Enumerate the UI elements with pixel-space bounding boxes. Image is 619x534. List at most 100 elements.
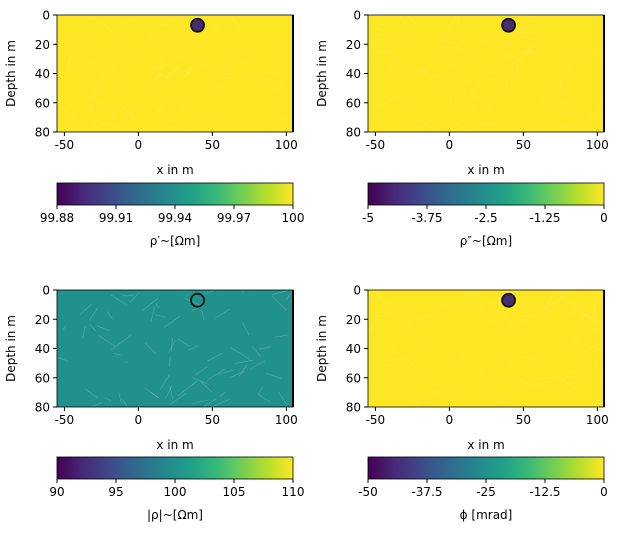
- x-tick-label: 0: [135, 413, 143, 427]
- mesh-edge: [58, 104, 76, 119]
- mesh-edge: [61, 50, 73, 57]
- mesh-edge: [123, 55, 141, 69]
- colorbar-tick-label: -25: [476, 485, 496, 499]
- mesh-edge: [378, 50, 395, 54]
- mesh-edge: [271, 290, 289, 295]
- colorbar-tick-label: 0: [600, 485, 608, 499]
- resistivity-field: [368, 15, 604, 132]
- mesh-edge: [144, 388, 159, 398]
- mesh-edge: [169, 392, 187, 405]
- mesh-edge: [477, 36, 490, 45]
- mesh-edge: [442, 34, 454, 45]
- mesh-edge: [104, 397, 111, 401]
- mesh-edge: [213, 73, 230, 79]
- mesh-edge: [408, 379, 419, 387]
- subplot-3: -50 0 50 100 0 20 40 60 80 x in m Depth in m 90 95 10…: [4, 284, 304, 523]
- y-tick-label: 20: [346, 313, 361, 327]
- mesh-edge: [373, 26, 388, 33]
- mesh-edge: [484, 77, 500, 82]
- mesh-edge: [511, 65, 514, 77]
- mesh-edge: [228, 370, 245, 379]
- mesh-edge: [210, 60, 222, 70]
- mesh-edge: [86, 100, 103, 109]
- mesh-edge: [568, 370, 583, 379]
- mesh-edge: [277, 81, 285, 87]
- mesh-edge: [473, 55, 480, 67]
- y-axis-label: Depth in m: [4, 40, 18, 107]
- mesh-edge: [187, 345, 199, 351]
- y-axis-label: Depth in m: [315, 40, 329, 107]
- mesh-edge: [250, 360, 266, 369]
- subplot-4: -50 0 50 100 0 20 40 60 80 x in m Depth in m -50 -37…: [315, 284, 609, 523]
- y-tick-label: 80: [35, 401, 50, 415]
- mesh-edge: [155, 303, 160, 308]
- colorbar-tick-label: 100: [164, 485, 187, 499]
- mesh-edge: [238, 364, 248, 377]
- mesh-edge: [398, 310, 411, 325]
- colorbar-label: ρ″~[Ωm]: [460, 234, 512, 248]
- mesh-edge: [453, 79, 473, 89]
- y-tick-label: 80: [346, 126, 361, 140]
- mesh-edge: [594, 302, 596, 315]
- mesh-edge: [595, 100, 605, 109]
- mesh-edge: [567, 102, 572, 116]
- mesh-edge: [230, 347, 250, 360]
- mesh-edge: [100, 122, 121, 128]
- colorbar: [56, 182, 294, 206]
- y-tick-label: 20: [35, 313, 50, 327]
- mesh-edge: [517, 48, 532, 62]
- mesh-edge: [192, 377, 210, 385]
- mesh-edge: [251, 346, 261, 357]
- mesh-edge: [107, 60, 116, 69]
- mesh-edge: [242, 289, 245, 293]
- y-tick-label: 60: [35, 371, 50, 385]
- mesh-edge: [368, 121, 375, 130]
- mesh-edge: [206, 368, 225, 381]
- colorbar: [367, 456, 605, 480]
- mesh-edge: [177, 338, 190, 347]
- mesh-edge: [580, 343, 600, 355]
- mesh-edge: [521, 314, 541, 317]
- y-tick-label: 20: [35, 38, 50, 52]
- mesh-edge: [495, 48, 513, 61]
- mesh-edge: [399, 16, 410, 28]
- mesh-edge: [145, 342, 156, 354]
- mesh-edge: [165, 125, 181, 129]
- mesh-edge: [90, 402, 102, 408]
- mesh-edge: [192, 399, 209, 405]
- mesh-edge: [158, 111, 161, 114]
- mesh-edge: [216, 85, 227, 91]
- mesh-edge: [169, 357, 171, 367]
- mesh-edge: [160, 23, 180, 26]
- mesh-edge: [246, 33, 254, 37]
- mesh-edge: [421, 69, 427, 82]
- mesh-edge: [370, 315, 379, 330]
- mesh-edge: [508, 31, 517, 39]
- mesh-edge: [415, 399, 420, 408]
- colorbar-tick-label: 99.97: [217, 211, 251, 225]
- mesh-edge: [150, 392, 160, 399]
- mesh-edge: [119, 31, 130, 43]
- mesh-edge: [407, 107, 412, 112]
- mesh-edge: [388, 298, 397, 313]
- mesh-edge: [595, 362, 597, 369]
- mesh-edge: [428, 74, 446, 79]
- mesh-edge: [559, 73, 563, 87]
- mesh-edge: [62, 32, 72, 40]
- mesh-edge: [480, 302, 483, 311]
- mesh-edge: [431, 390, 444, 398]
- mesh-edge: [111, 334, 132, 350]
- y-tick-label: 40: [346, 342, 361, 356]
- mesh-edge: [129, 291, 140, 304]
- mesh-edge: [178, 66, 196, 82]
- mesh-edge: [517, 379, 533, 386]
- colorbar-tick-label: 100: [282, 211, 305, 225]
- mesh-edge: [170, 337, 173, 352]
- y-tick-label: 0: [42, 284, 50, 298]
- mesh-edge: [183, 101, 198, 113]
- x-tick-label: 50: [516, 138, 531, 152]
- mesh-edge: [508, 359, 513, 373]
- y-tick-label: 40: [35, 67, 50, 81]
- mesh-edge: [89, 324, 96, 332]
